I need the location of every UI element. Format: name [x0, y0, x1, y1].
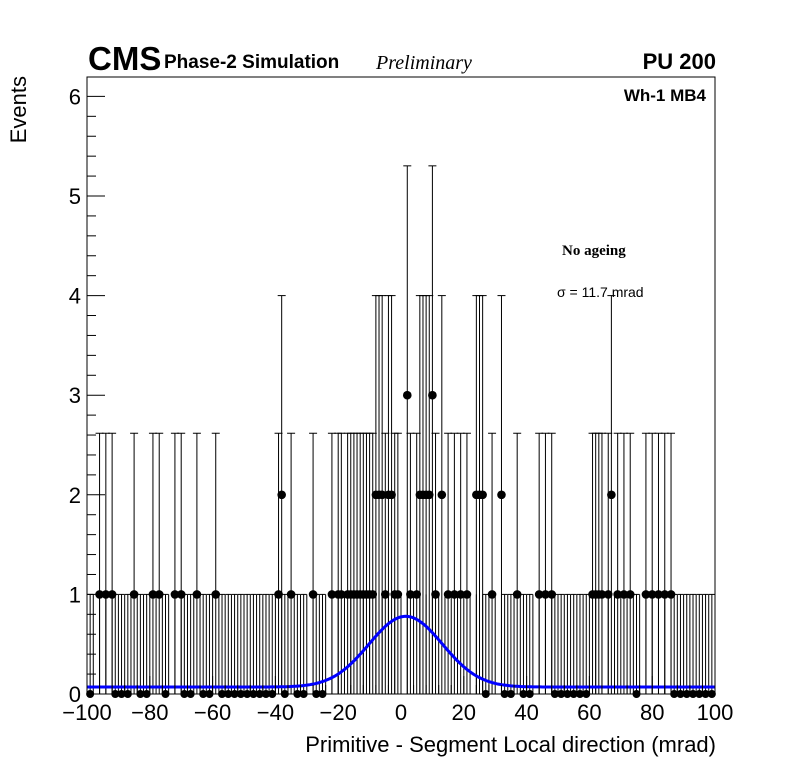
y-tick-label: 1 [69, 582, 81, 607]
x-tick-label: 80 [640, 700, 664, 725]
data-points [95, 390, 676, 599]
data-point [512, 590, 522, 599]
data-point [487, 590, 497, 599]
y-tick-label: 0 [69, 682, 81, 707]
data-point [641, 590, 651, 599]
x-tick-label: −100 [62, 700, 112, 725]
data-point [308, 590, 318, 599]
data-point [387, 490, 396, 500]
x-tick-label: 60 [577, 700, 601, 725]
data-point [654, 590, 663, 599]
preliminary-label: Preliminary [375, 52, 472, 74]
data-point [107, 590, 117, 599]
data-point [431, 590, 440, 599]
data-point [437, 490, 447, 500]
data-point [368, 590, 378, 599]
phase-label: Phase-2 Simulation [164, 52, 339, 73]
data-point [462, 590, 472, 599]
y-tick-label: 6 [69, 84, 81, 109]
data-point [424, 490, 434, 500]
data-point [393, 590, 403, 599]
y-axis-ticks: 0 1 2 3 4 5 6 [69, 84, 105, 707]
data-point [129, 590, 139, 599]
data-point [327, 590, 337, 599]
data-point [192, 590, 202, 599]
data-point [666, 590, 676, 599]
x-tick-label: −20 [320, 700, 357, 725]
ageing-label: No ageing [562, 243, 626, 259]
data-point [101, 590, 111, 599]
data-point [547, 590, 557, 599]
data-point [613, 590, 622, 599]
data-point [428, 390, 437, 400]
data-point [406, 590, 415, 599]
y-tick-label: 4 [69, 284, 81, 309]
x-tick-label: −40 [257, 700, 294, 725]
data-point [381, 590, 390, 599]
data-point [478, 490, 487, 500]
data-point [176, 590, 186, 599]
data-point [412, 590, 422, 599]
region-label: Wh-1 MB4 [624, 86, 707, 105]
y-tick-label: 5 [69, 184, 81, 209]
data-point [625, 590, 635, 599]
x-axis-ticks: −100 −80 −60 −40 −20 0 20 40 60 80 100 [62, 676, 733, 725]
data-point [154, 590, 164, 599]
pileup-label: PU 200 [643, 49, 716, 74]
data-point [456, 590, 465, 599]
data-point [277, 490, 286, 500]
data-point [274, 590, 283, 599]
sigma-label: σ = 11.7 mrad [557, 284, 644, 300]
data-point [607, 490, 616, 500]
data-point [660, 590, 670, 599]
data-point [497, 490, 506, 500]
data-point [647, 590, 657, 599]
data-point [211, 590, 221, 599]
y-axis-title: Events [6, 76, 31, 143]
data-point [286, 590, 296, 599]
data-point [541, 590, 550, 599]
x-tick-label: −60 [194, 700, 231, 725]
x-tick-label: 0 [395, 700, 407, 725]
data-point [148, 590, 158, 599]
x-tick-label: 20 [452, 700, 476, 725]
data-point [337, 590, 346, 599]
data-point [402, 390, 412, 400]
cms-label: CMS [88, 40, 161, 77]
data-point [597, 590, 607, 599]
y-tick-label: 3 [69, 383, 81, 408]
data-point [619, 590, 629, 599]
data-point [377, 490, 387, 500]
x-tick-label: 100 [697, 700, 734, 725]
data-point [603, 590, 613, 599]
data-point [443, 590, 453, 599]
x-tick-label: 40 [514, 700, 538, 725]
x-axis-title: Primitive - Segment Local direction (mra… [305, 732, 716, 757]
y-tick-label: 2 [69, 483, 81, 508]
data-point [534, 590, 544, 599]
data-point [450, 590, 459, 599]
fit-curve [87, 614, 715, 689]
data-point [170, 590, 180, 599]
x-tick-label: −80 [131, 700, 168, 725]
